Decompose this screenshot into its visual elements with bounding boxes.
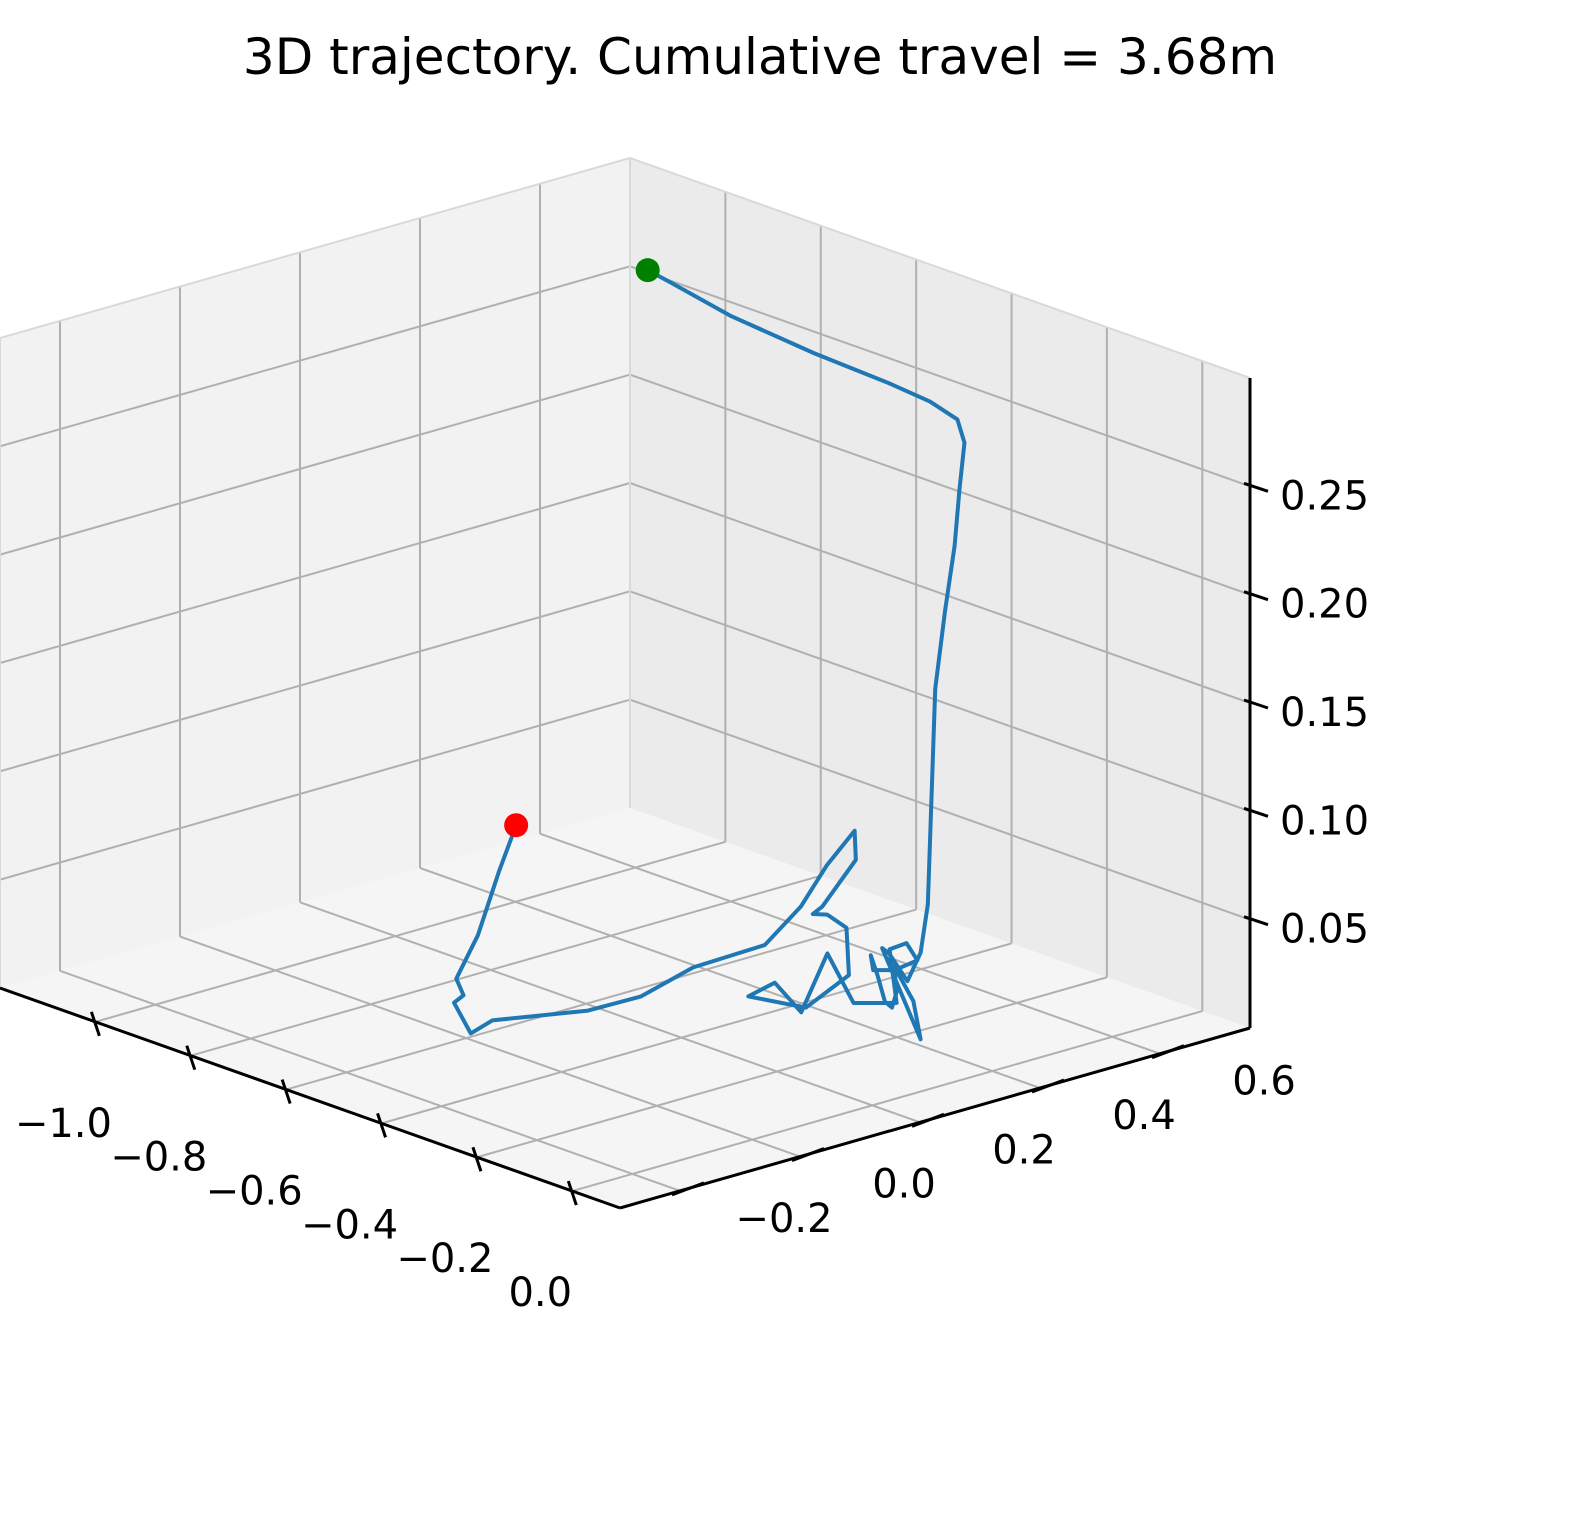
x-tick-label: −0.4 — [301, 1202, 398, 1248]
x-gridline-floor — [381, 942, 1012, 1125]
x-tick — [471, 1146, 483, 1172]
y-gridline-floor — [299, 901, 921, 1124]
x-tick-label: −0.2 — [396, 1236, 493, 1282]
z-tick-label: 0.25 — [1280, 473, 1369, 519]
y-gridline-floor — [179, 935, 801, 1158]
tick-marks — [89, 481, 1269, 1206]
z-tick — [1243, 698, 1269, 710]
y-gridline-floor — [539, 832, 1161, 1055]
x-gridline-floor — [476, 976, 1108, 1159]
z-gridline-back — [629, 698, 1251, 921]
end-marker — [504, 813, 529, 838]
z-tick — [1243, 590, 1269, 602]
z-tick-label: 0.15 — [1280, 690, 1369, 736]
chart-title: 3D trajectory. Cumulative travel = 3.68m — [242, 28, 1278, 86]
x-tick-label: −1.0 — [15, 1101, 112, 1147]
z-gridline-back — [629, 482, 1251, 704]
trajectory-line — [452, 268, 967, 1042]
x-tick — [89, 1011, 101, 1037]
x-tick — [376, 1112, 387, 1138]
y-tick — [1151, 1044, 1185, 1060]
z-gridline-back — [629, 373, 1251, 596]
y-tick — [1031, 1078, 1065, 1094]
z-gridline-left — [0, 590, 631, 773]
pane-edge — [629, 157, 1251, 379]
y-tick — [791, 1147, 825, 1162]
z-gridline-left — [0, 698, 631, 881]
z-tick — [1243, 915, 1269, 927]
x-tick — [185, 1045, 197, 1071]
y-gridline-floor — [59, 969, 681, 1192]
y-tick-label: 0.4 — [1112, 1093, 1176, 1139]
x-gridline-floor — [190, 874, 822, 1057]
trajectory-layer — [452, 258, 967, 1042]
start-marker — [635, 258, 660, 283]
y-tick-label: 0.0 — [872, 1162, 936, 1208]
y-tick-label: −0.2 — [735, 1196, 832, 1242]
y-tick — [911, 1112, 945, 1128]
tick-labels: −1.0−0.8−0.6−0.4−0.20.0−0.20.00.20.40.60… — [15, 473, 1369, 1316]
x-gridline-floor — [572, 1010, 1203, 1193]
y-gridline-floor — [419, 867, 1041, 1089]
z-tick — [1243, 806, 1269, 818]
z-tick-label: 0.10 — [1280, 798, 1369, 844]
x-tick-label: 0.0 — [508, 1270, 572, 1316]
z-gridline-left — [0, 482, 631, 664]
x-gridline-floor — [285, 908, 917, 1091]
y-tick-label: 0.2 — [992, 1127, 1056, 1173]
y-tick-label: 0.6 — [1232, 1059, 1296, 1105]
z-tick-label: 0.20 — [1280, 582, 1369, 628]
pane-edge — [0, 157, 631, 339]
z-tick — [1243, 481, 1269, 493]
x-gridline-floor — [95, 840, 726, 1023]
grid-lines — [0, 157, 1251, 1193]
z-gridline-back — [629, 590, 1251, 813]
z-gridline-left — [0, 265, 631, 448]
floor-pane — [0, 808, 1250, 1208]
x-tick — [280, 1079, 292, 1105]
z-tick-label: 0.05 — [1280, 907, 1369, 953]
x-tick-label: −0.6 — [206, 1169, 303, 1215]
x-axis-line — [0, 986, 621, 1210]
x-tick — [566, 1180, 578, 1206]
y-tick — [671, 1181, 705, 1197]
z-gridline-back — [629, 265, 1251, 488]
x-tick-label: −0.8 — [110, 1135, 207, 1181]
z-gridline-left — [0, 373, 631, 556]
